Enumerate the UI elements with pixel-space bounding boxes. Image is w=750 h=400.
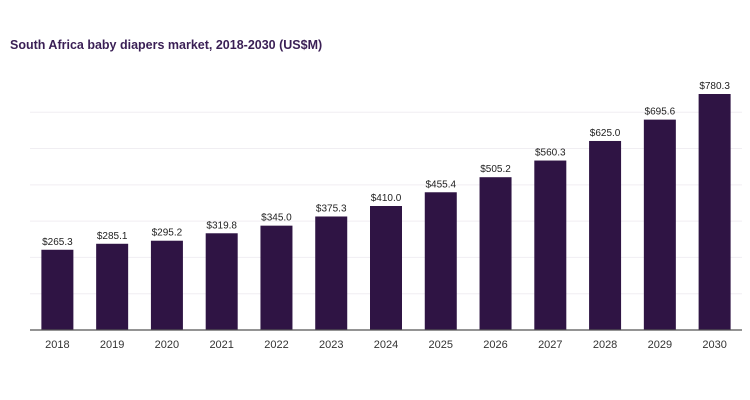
- value-label-2023: $375.3: [316, 203, 347, 214]
- x-tick-2027: 2027: [538, 339, 562, 351]
- value-labels: $265.3 $285.1 $295.2 $319.8 $345.0 $375.3 $410…: [42, 81, 730, 248]
- value-label-2022: $345.0: [261, 213, 292, 224]
- x-tick-2024: 2024: [374, 339, 398, 351]
- x-tick-2028: 2028: [593, 339, 617, 351]
- x-tick-labels: 2018 2019 2020 2021 2022 2023 2024 2025 2026 2027…: [45, 339, 727, 351]
- value-label-2019: $285.1: [97, 231, 128, 242]
- bar-2018: [41, 249, 74, 330]
- x-tick-2020: 2020: [155, 339, 179, 351]
- bar-2021: [205, 233, 238, 330]
- value-label-2020: $295.2: [152, 228, 183, 239]
- bar-2029: [643, 119, 676, 330]
- value-label-2027: $560.3: [535, 148, 566, 159]
- value-label-2024: $410.0: [371, 193, 402, 204]
- value-label-2028: $625.0: [590, 128, 621, 139]
- x-tick-2026: 2026: [483, 339, 507, 351]
- bar-2020: [150, 240, 183, 330]
- x-tick-2019: 2019: [100, 339, 124, 351]
- bar-2024: [370, 206, 402, 330]
- x-tick-2022: 2022: [264, 339, 288, 351]
- value-label-2018: $265.3: [42, 237, 73, 248]
- bar-2028: [589, 140, 622, 330]
- x-tick-2021: 2021: [209, 339, 233, 351]
- bars: [41, 94, 731, 330]
- x-tick-2018: 2018: [45, 339, 69, 351]
- value-label-2021: $319.8: [206, 220, 237, 231]
- chart-title: South Africa baby diapers market, 2018-2…: [10, 38, 323, 52]
- value-label-2026: $505.2: [480, 164, 511, 175]
- bar-2027: [534, 160, 567, 330]
- value-label-2029: $695.6: [645, 107, 676, 118]
- bar-2025: [424, 192, 457, 330]
- bar-2023: [315, 216, 348, 330]
- bar-2022: [260, 225, 293, 330]
- value-label-2030: $780.3: [699, 81, 730, 92]
- x-tick-2023: 2023: [319, 339, 343, 351]
- bar-2030: [698, 94, 731, 330]
- bar-2026: [479, 177, 512, 330]
- x-tick-2025: 2025: [429, 339, 453, 351]
- x-tick-2030: 2030: [702, 339, 726, 351]
- value-label-2025: $455.4: [425, 179, 456, 190]
- bar-2019: [96, 243, 129, 330]
- x-tick-2029: 2029: [648, 339, 672, 351]
